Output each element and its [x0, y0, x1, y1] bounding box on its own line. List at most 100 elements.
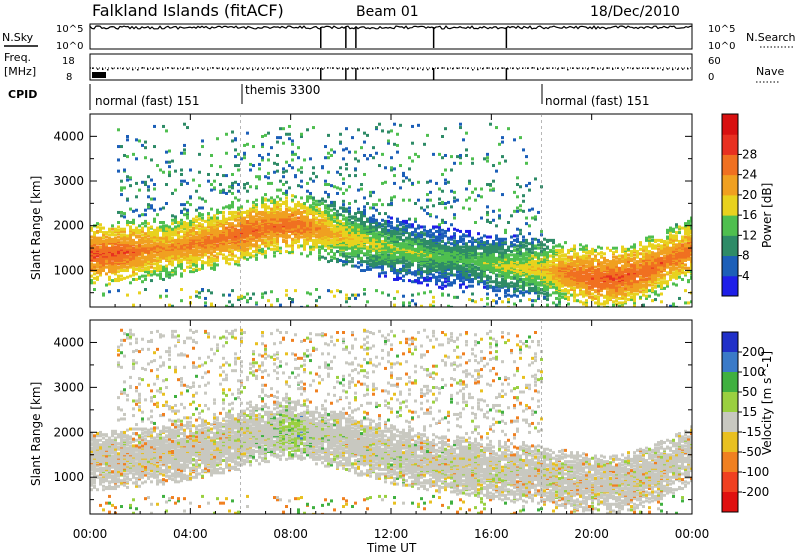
- power-cell: [180, 224, 183, 228]
- power-cell: [378, 122, 381, 126]
- power-cell: [240, 219, 243, 223]
- power-cell: [171, 214, 174, 218]
- power-cell: [285, 199, 288, 203]
- power-cell: [96, 269, 99, 273]
- power-cell: [114, 263, 117, 267]
- power-cell: [492, 288, 495, 292]
- power-cell: [414, 247, 417, 251]
- power-cell: [153, 266, 156, 270]
- freq-point: [467, 67, 469, 70]
- power-cell: [390, 266, 393, 270]
- power-cell: [141, 180, 144, 184]
- power-cell: [159, 294, 162, 298]
- power-cell: [228, 189, 231, 193]
- power-cell: [504, 267, 507, 271]
- power-cell: [165, 202, 168, 206]
- power-cell: [255, 239, 258, 243]
- power-cell: [390, 168, 393, 172]
- power-cell: [267, 158, 270, 162]
- power-cell: [141, 263, 144, 267]
- power-cell: [261, 216, 264, 220]
- power-cell: [306, 237, 309, 241]
- power-cell: [132, 261, 135, 265]
- power-cell: [429, 228, 432, 232]
- power-cell: [129, 256, 132, 260]
- power-cell: [489, 220, 492, 224]
- power-cell: [126, 178, 129, 182]
- power-cell: [411, 299, 414, 303]
- power-cell: [387, 219, 390, 223]
- power-cell: [279, 207, 282, 211]
- power-cell: [447, 267, 450, 271]
- power-cell: [345, 147, 348, 151]
- power-cell: [345, 300, 348, 304]
- power-cell: [486, 251, 489, 255]
- power-cell: [366, 267, 369, 271]
- freq-point: [112, 67, 114, 70]
- power-cell: [126, 223, 129, 227]
- power-cell: [417, 198, 420, 202]
- power-cell: [264, 224, 267, 228]
- freq-point: [537, 68, 539, 71]
- power-cell: [168, 234, 171, 238]
- power-cell: [153, 219, 156, 223]
- power-cell: [123, 215, 126, 219]
- power-cell: [153, 270, 156, 274]
- power-cell: [165, 294, 168, 298]
- power-cell: [234, 180, 237, 184]
- power-cell: [333, 256, 336, 260]
- power-cell: [363, 288, 366, 292]
- power-cell: [375, 257, 378, 261]
- freq-point: [142, 67, 144, 69]
- power-cell: [168, 274, 171, 278]
- power-cell: [468, 232, 471, 236]
- power-cell: [438, 246, 441, 250]
- freq-point: [442, 67, 444, 69]
- power-cell: [378, 164, 381, 168]
- power-cell: [327, 156, 330, 160]
- power-cell: [354, 296, 357, 300]
- power-cell: [447, 241, 450, 245]
- power-cell: [432, 300, 435, 304]
- power-cell: [504, 231, 507, 235]
- power-cell: [147, 175, 150, 179]
- power-cell: [450, 262, 453, 266]
- power-cell: [279, 226, 282, 230]
- power-cell: [351, 246, 354, 250]
- power-cell: [354, 218, 357, 222]
- power-cell: [444, 229, 447, 233]
- power-cell: [231, 252, 234, 256]
- power-cell: [90, 274, 93, 278]
- power-cell: [447, 293, 450, 297]
- power-cell: [369, 253, 372, 257]
- power-cell: [459, 250, 462, 254]
- power-cell: [111, 224, 114, 228]
- power-cell: [249, 235, 252, 239]
- power-cell: [168, 170, 171, 174]
- power-cell: [144, 266, 147, 270]
- power-cell: [381, 258, 384, 262]
- power-cell: [252, 215, 255, 219]
- power-cell: [453, 196, 456, 200]
- freq-point: [447, 68, 449, 70]
- power-cell: [105, 242, 108, 246]
- power-cell: [504, 257, 507, 261]
- power-cell: [204, 239, 207, 243]
- power-cell: [429, 270, 432, 274]
- power-cell: [402, 219, 405, 223]
- power-cell: [117, 228, 120, 232]
- power-cell: [138, 228, 141, 232]
- power-cell: [192, 267, 195, 271]
- power-cell: [183, 148, 186, 152]
- power-cell: [384, 219, 387, 223]
- power-cell: [366, 260, 369, 264]
- power-cell: [495, 289, 498, 293]
- power-cell: [486, 253, 489, 257]
- power-cell: [336, 241, 339, 245]
- power-cell: [120, 246, 123, 250]
- power-cell: [192, 241, 195, 245]
- power-cell: [504, 253, 507, 257]
- power-cell: [420, 272, 423, 276]
- power-cell: [315, 299, 318, 303]
- power-cell: [456, 273, 459, 277]
